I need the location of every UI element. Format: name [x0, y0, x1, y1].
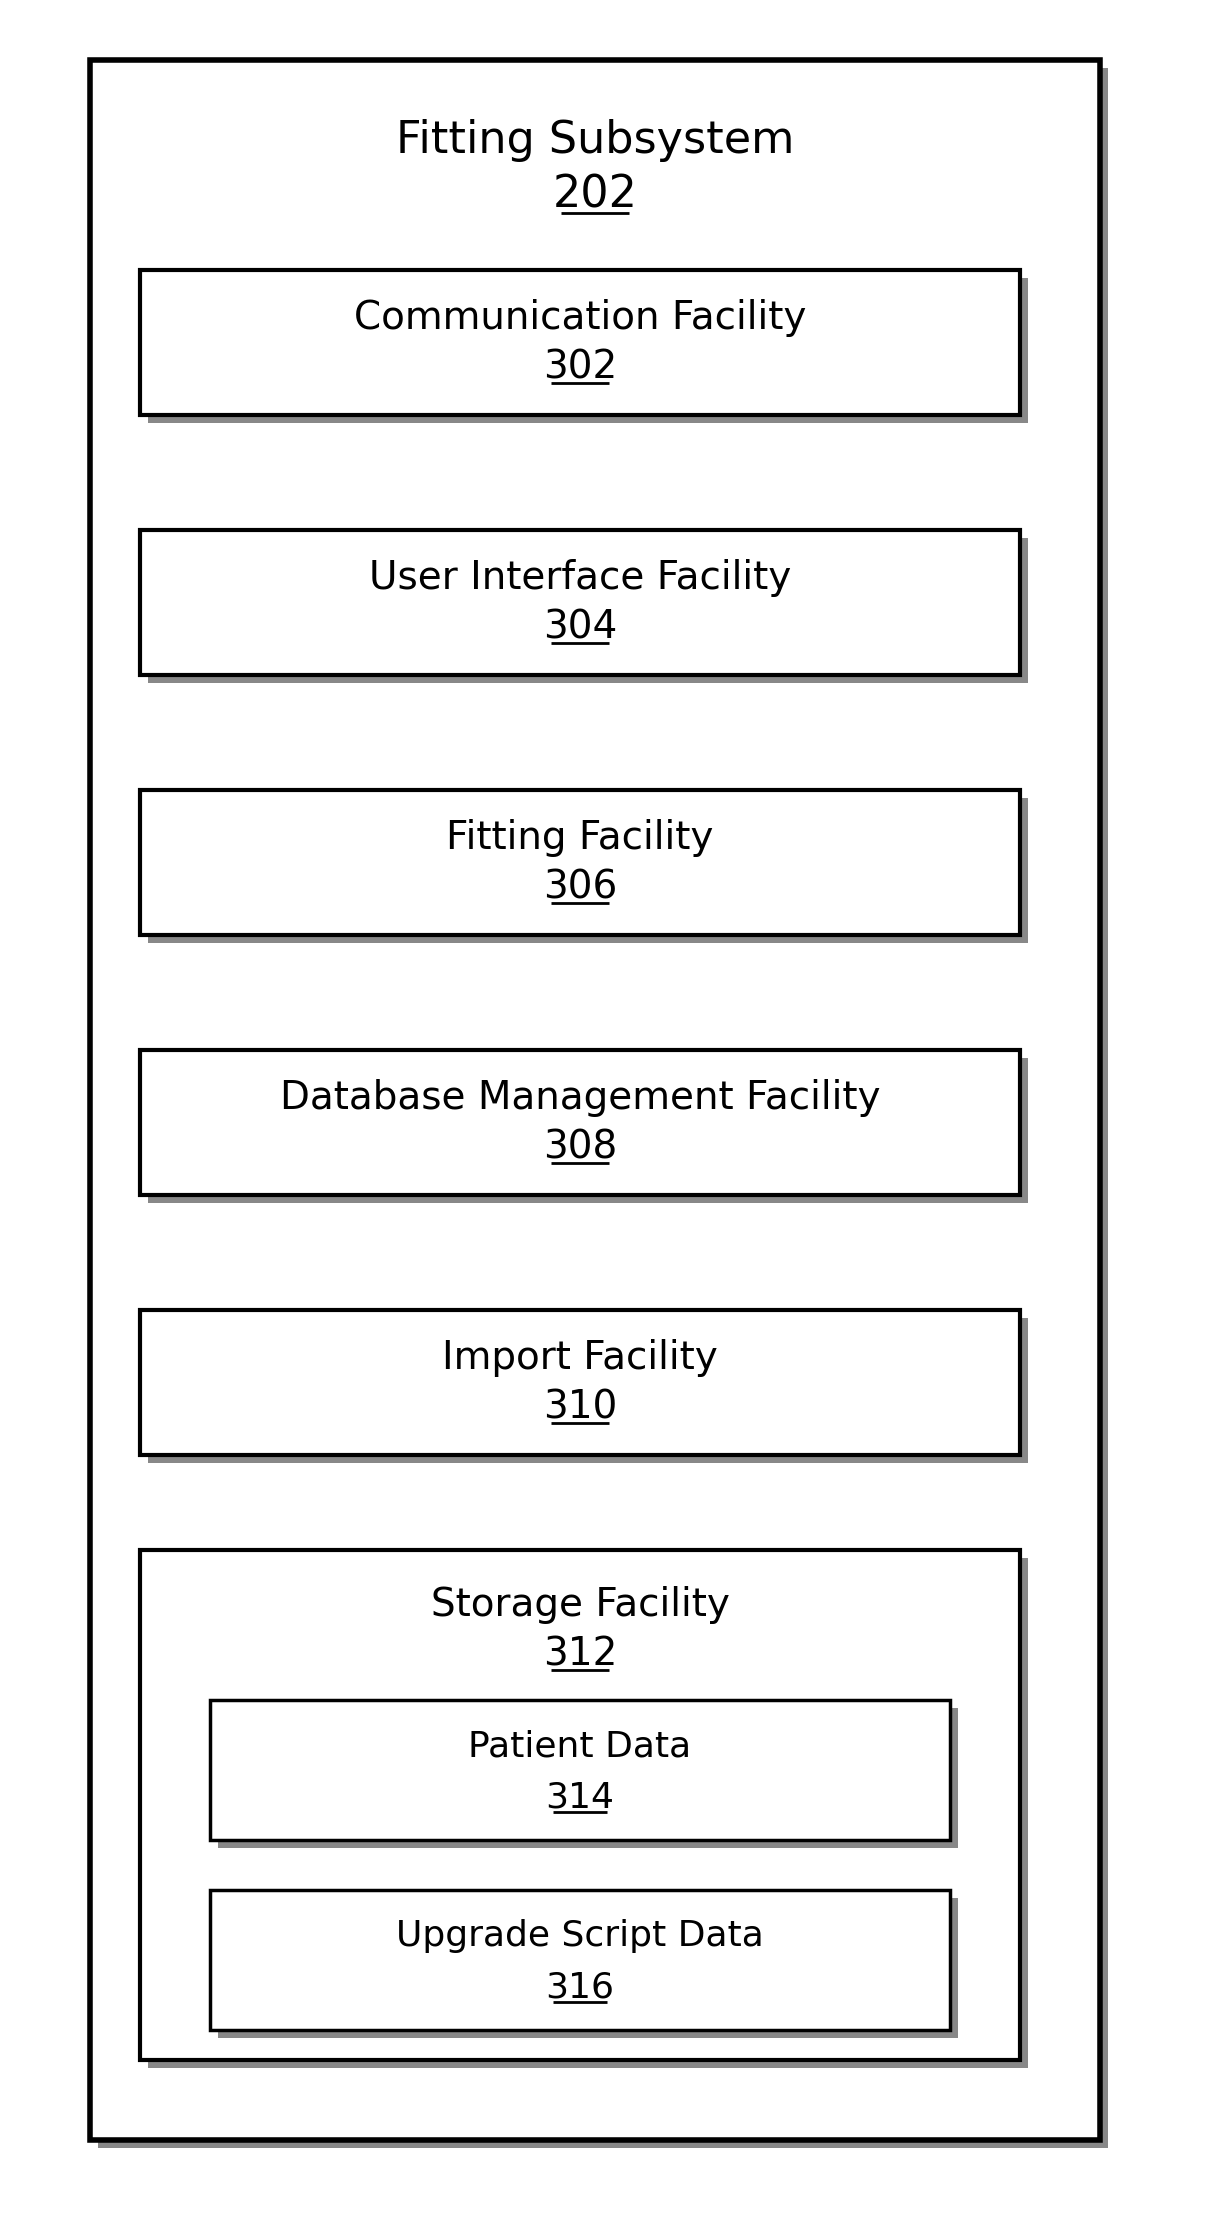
Text: 316: 316 — [546, 1972, 615, 2005]
Bar — [149, 1557, 1028, 2067]
Text: Fitting Facility: Fitting Facility — [446, 818, 714, 856]
Text: 308: 308 — [543, 1129, 618, 1167]
Text: Patient Data: Patient Data — [469, 1730, 692, 1763]
Text: 310: 310 — [543, 1388, 618, 1426]
Bar — [149, 277, 1028, 424]
Text: 304: 304 — [543, 608, 618, 645]
Text: 312: 312 — [543, 1637, 618, 1675]
Bar — [149, 798, 1028, 943]
Text: User Interface Facility: User Interface Facility — [369, 559, 792, 597]
Bar — [149, 539, 1028, 683]
Text: 202: 202 — [553, 173, 637, 217]
Bar — [218, 1899, 959, 2038]
Bar — [149, 1317, 1028, 1464]
Text: Fitting Subsystem: Fitting Subsystem — [396, 118, 794, 162]
Bar — [209, 1699, 950, 1841]
Bar — [218, 1708, 959, 1848]
Text: Import Facility: Import Facility — [442, 1340, 717, 1377]
Bar — [90, 60, 1100, 2140]
Bar — [97, 69, 1108, 2147]
Bar — [149, 1058, 1028, 1202]
Bar — [140, 790, 1019, 936]
Text: 302: 302 — [543, 348, 618, 386]
Text: Communication Facility: Communication Facility — [353, 299, 806, 337]
Bar — [140, 1550, 1019, 2061]
Text: Storage Facility: Storage Facility — [430, 1586, 730, 1624]
Text: Upgrade Script Data: Upgrade Script Data — [396, 1919, 764, 1954]
Text: 314: 314 — [546, 1781, 615, 1814]
Bar — [140, 530, 1019, 674]
Text: Database Management Facility: Database Management Facility — [280, 1078, 881, 1118]
Bar — [140, 271, 1019, 415]
Bar — [209, 1890, 950, 2029]
Bar — [140, 1049, 1019, 1196]
Bar — [140, 1311, 1019, 1455]
Text: 306: 306 — [543, 867, 618, 907]
